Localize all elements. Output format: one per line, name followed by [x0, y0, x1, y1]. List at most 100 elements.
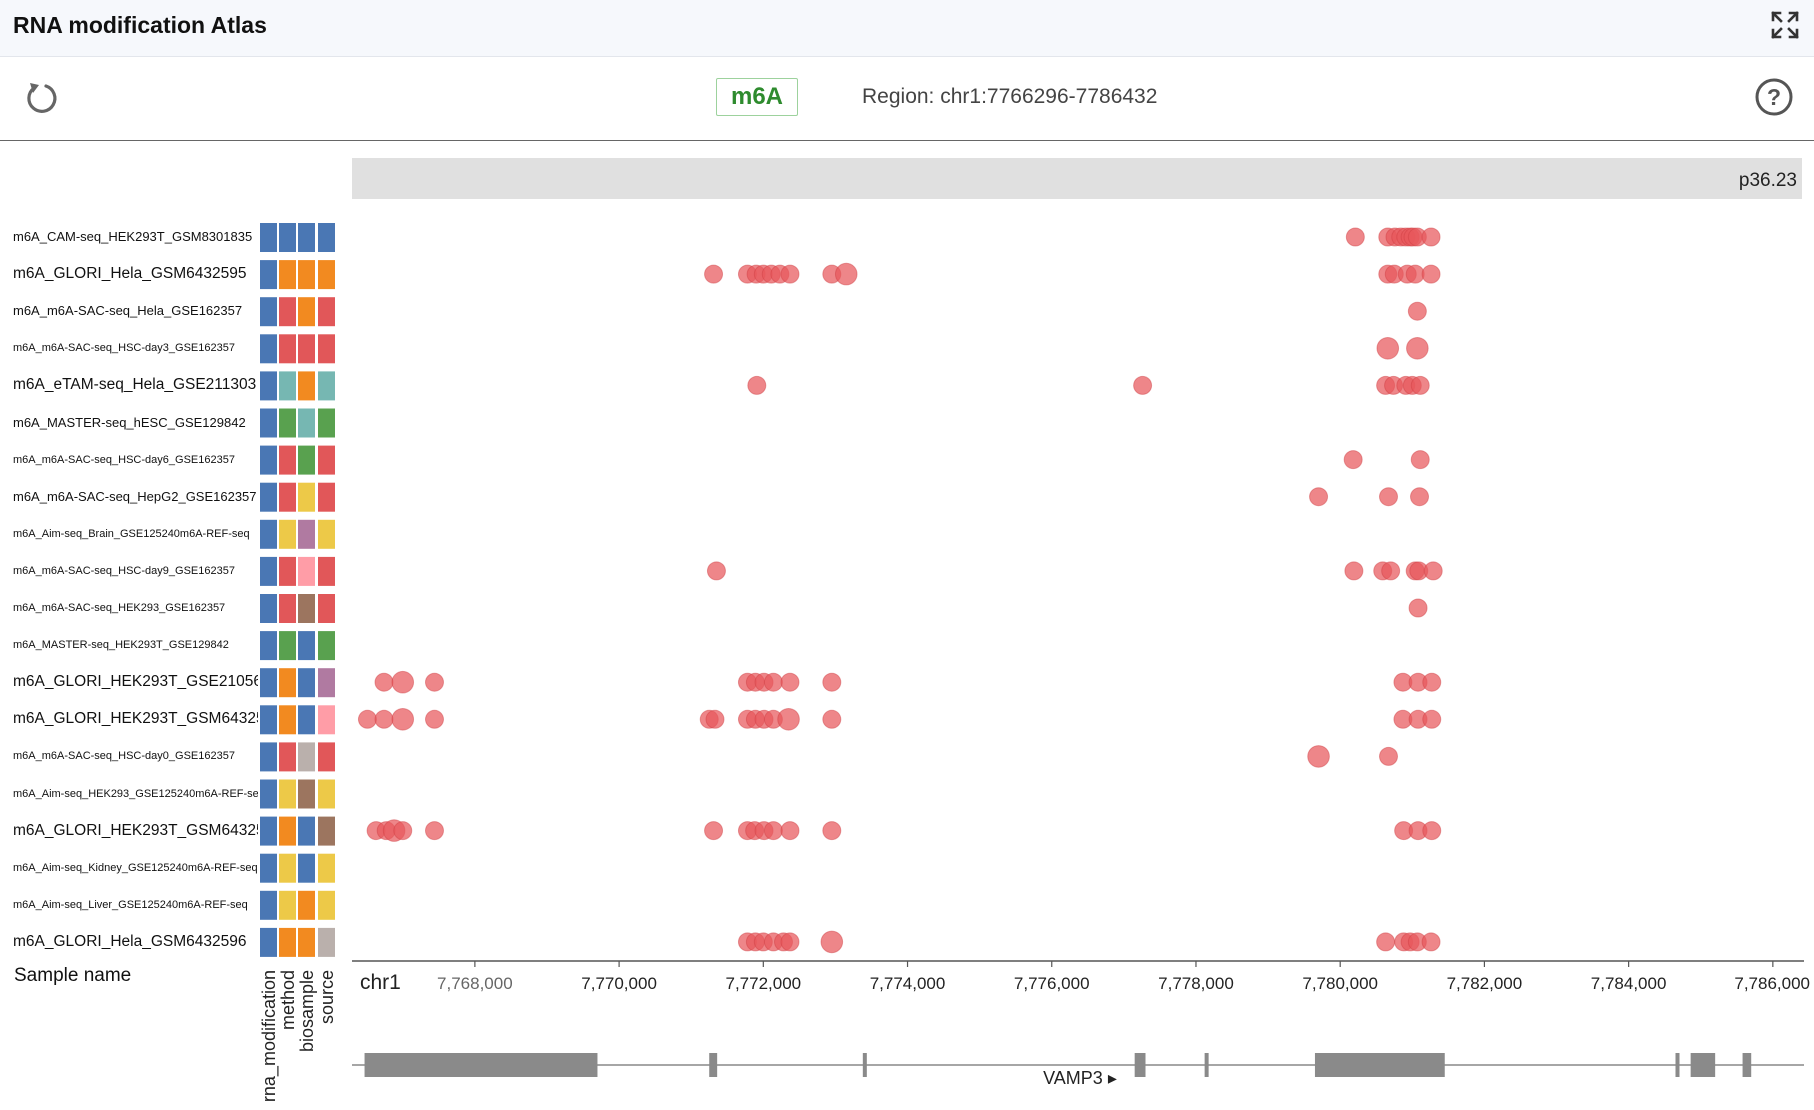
- modification-site-point: [822, 264, 842, 284]
- modification-site-point: [1421, 227, 1441, 247]
- ideogram-band: [352, 158, 1802, 199]
- modification-site-point: [1422, 672, 1442, 692]
- title-bar: RNA modification Atlas: [0, 0, 1814, 57]
- metadata-cell: [260, 408, 277, 438]
- metadata-cell: [279, 297, 296, 327]
- modification-site-point: [357, 709, 377, 729]
- modification-site-point: [1391, 227, 1411, 247]
- modification-site-point: [424, 709, 444, 729]
- metadata-cell: [279, 631, 296, 661]
- metadata-cell: [318, 705, 335, 735]
- metadata-cell: [260, 742, 277, 772]
- metadata-cell: [298, 260, 315, 290]
- band-label: p36.23: [1739, 170, 1797, 191]
- reset-icon[interactable]: [22, 79, 60, 117]
- sample-label: m6A_m6A-SAC-seq_HSC-day0_GSE162357: [13, 750, 235, 763]
- modification-site-point: [745, 821, 765, 841]
- modification-site-point: [1405, 264, 1425, 284]
- metadata-cell: [318, 556, 335, 586]
- sample-label: m6A_GLORI_HEK293T_GSE210563: [13, 673, 258, 691]
- modification-site-point: [391, 670, 415, 694]
- modification-site-point: [1408, 821, 1428, 841]
- modification-site-point: [753, 932, 773, 952]
- modification-site-point: [1345, 227, 1365, 247]
- modification-site-point: [737, 709, 757, 729]
- metadata-cell: [298, 371, 315, 401]
- modification-site-point: [1378, 264, 1398, 284]
- modification-site-point: [737, 672, 757, 692]
- modification-site-point: [1403, 227, 1423, 247]
- metadata-cell: [318, 519, 335, 549]
- modification-site-point: [1393, 709, 1413, 729]
- metadata-column-header: method: [278, 970, 298, 1030]
- modification-site-point: [737, 821, 757, 841]
- modification-site-point: [737, 932, 757, 952]
- metadata-cell: [260, 260, 277, 290]
- metadata-cell: [260, 223, 277, 252]
- gene-exon: [1314, 1053, 1445, 1077]
- modification-site-point: [780, 821, 800, 841]
- metadata-cell: [298, 816, 315, 846]
- metadata-cell: [260, 927, 277, 957]
- metadata-cell: [318, 445, 335, 475]
- modification-site-point: [1379, 487, 1399, 507]
- modification-site-point: [777, 708, 800, 731]
- metadata-cell: [298, 297, 315, 327]
- app-title: RNA modification Atlas: [13, 12, 267, 38]
- modification-site-point: [1396, 227, 1416, 247]
- modification-site-point: [754, 672, 774, 692]
- modification-site-point: [1407, 301, 1427, 321]
- modification-site-point: [1396, 375, 1416, 395]
- metadata-cell: [279, 594, 296, 623]
- modification-site-point: [1408, 709, 1428, 729]
- metadata-cell: [318, 371, 335, 401]
- modification-site-point: [1376, 932, 1396, 952]
- modification-site-point: [374, 672, 394, 692]
- modification-site-point: [705, 709, 725, 729]
- metadata-cell: [318, 779, 335, 809]
- metadata-cell: [298, 519, 315, 549]
- x-axis-tick-label: 7,776,000: [1014, 974, 1090, 993]
- metadata-cell: [318, 816, 335, 846]
- x-axis-tick-label: 7,770,000: [581, 974, 657, 993]
- metadata-cell: [318, 482, 335, 512]
- sample-label: m6A_Aim-seq_Brain_GSE125240m6A-REF-seq: [13, 527, 250, 540]
- help-icon[interactable]: ?: [1754, 77, 1794, 117]
- metadata-cell: [260, 816, 277, 846]
- sample-label: m6A_Aim-seq_HEK293_GSE125240m6A-REF-seq: [13, 787, 258, 800]
- metadata-cell: [279, 742, 296, 772]
- gene-exon: [1134, 1053, 1146, 1077]
- modification-site-point: [1408, 598, 1428, 618]
- modification-site-point: [753, 264, 773, 284]
- modification-site-point: [1384, 375, 1404, 395]
- metadata-cell: [260, 631, 277, 661]
- metadata-cell: [279, 890, 296, 920]
- modification-badge[interactable]: m6A: [716, 78, 798, 116]
- expand-icon[interactable]: [1770, 10, 1800, 40]
- metadata-column-header: source: [317, 970, 337, 1024]
- gene-exon: [1675, 1053, 1680, 1077]
- metadata-cell: [260, 334, 277, 364]
- modification-site-point: [424, 821, 444, 841]
- sample-name-axis-label: Sample name: [14, 965, 132, 986]
- modification-site-point: [737, 264, 757, 284]
- metadata-cell: [318, 594, 335, 623]
- modification-site-point: [424, 672, 444, 692]
- modification-site-point: [770, 264, 790, 284]
- modification-site-point: [1421, 264, 1441, 284]
- modification-site-point: [780, 672, 800, 692]
- modification-site-point: [822, 709, 842, 729]
- modification-site-point: [822, 672, 842, 692]
- metadata-cell: [298, 927, 315, 957]
- metadata-cell: [318, 890, 335, 920]
- sample-label: m6A_eTAM-seq_Hela_GSE211303: [13, 376, 257, 394]
- track-visualization: m6A_CAM-seq_HEK293T_GSM8301835 m6A_GLORI_…: [0, 142, 1814, 1110]
- modification-site-point: [780, 264, 800, 284]
- sample-label: m6A_GLORI_Hela_GSM6432595: [13, 265, 247, 283]
- x-axis-tick-label: 7,782,000: [1447, 974, 1523, 993]
- modification-site-point: [1385, 227, 1405, 247]
- metadata-cell: [279, 334, 296, 364]
- modification-site-point: [1394, 821, 1414, 841]
- sample-label: m6A_m6A-SAC-seq_HSC-day9_GSE162357: [13, 564, 235, 577]
- modification-site-point: [761, 264, 781, 284]
